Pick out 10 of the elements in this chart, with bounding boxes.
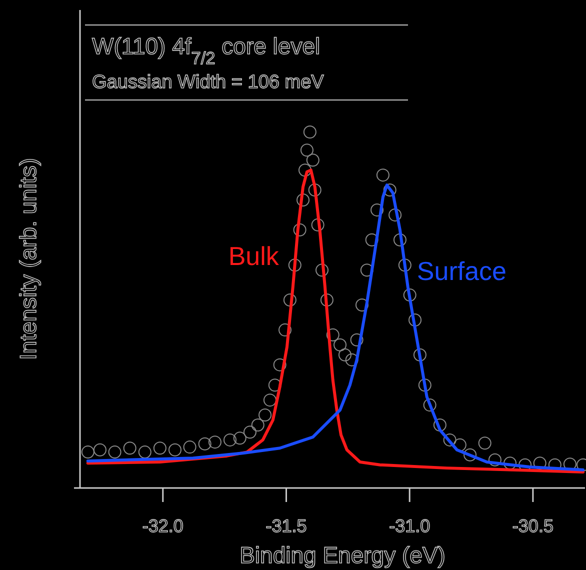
series-label: Bulk xyxy=(228,241,280,272)
x-tick-label: -30.5 xyxy=(512,516,554,536)
x-tick-label: -31.5 xyxy=(266,516,307,536)
x-tick-label: -32.0 xyxy=(142,516,184,536)
y-axis-title: Intensity (arb. units) xyxy=(15,158,41,360)
chart-title: W(110) 4f$_{7/2}$ core level xyxy=(92,33,320,68)
series-label: Surface xyxy=(416,256,507,286)
chart-subtitle: Gaussian Width = 106 meV xyxy=(92,72,324,93)
x-axis-title: Binding Energy (eV) xyxy=(240,542,446,568)
x-tick-label: -31.0 xyxy=(389,516,430,536)
